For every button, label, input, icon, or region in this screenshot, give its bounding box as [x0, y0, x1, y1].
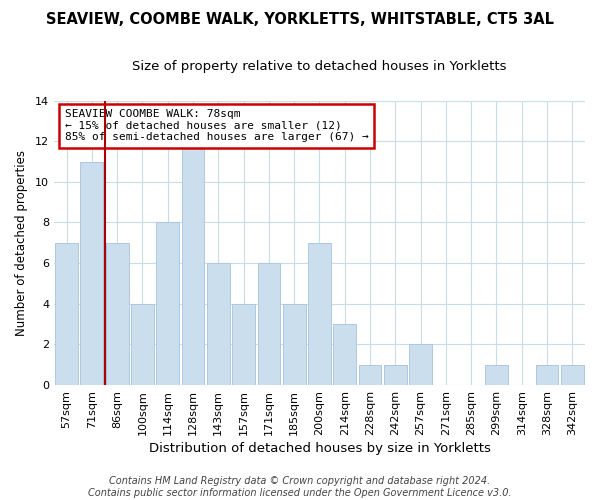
- Bar: [106, 243, 128, 385]
- Bar: [232, 304, 255, 385]
- Bar: [561, 364, 584, 385]
- Text: SEAVIEW COOMBE WALK: 78sqm
← 15% of detached houses are smaller (12)
85% of semi: SEAVIEW COOMBE WALK: 78sqm ← 15% of deta…: [65, 109, 368, 142]
- Bar: [182, 141, 205, 385]
- Bar: [536, 364, 559, 385]
- Bar: [409, 344, 432, 385]
- Bar: [157, 222, 179, 385]
- Bar: [131, 304, 154, 385]
- Title: Size of property relative to detached houses in Yorkletts: Size of property relative to detached ho…: [132, 60, 507, 73]
- Text: SEAVIEW, COOMBE WALK, YORKLETTS, WHITSTABLE, CT5 3AL: SEAVIEW, COOMBE WALK, YORKLETTS, WHITSTA…: [46, 12, 554, 28]
- X-axis label: Distribution of detached houses by size in Yorkletts: Distribution of detached houses by size …: [149, 442, 490, 455]
- Y-axis label: Number of detached properties: Number of detached properties: [15, 150, 28, 336]
- Bar: [207, 263, 230, 385]
- Bar: [80, 162, 103, 385]
- Bar: [55, 243, 78, 385]
- Bar: [283, 304, 305, 385]
- Bar: [257, 263, 280, 385]
- Bar: [334, 324, 356, 385]
- Bar: [359, 364, 382, 385]
- Bar: [384, 364, 407, 385]
- Bar: [308, 243, 331, 385]
- Text: Contains HM Land Registry data © Crown copyright and database right 2024.
Contai: Contains HM Land Registry data © Crown c…: [88, 476, 512, 498]
- Bar: [485, 364, 508, 385]
